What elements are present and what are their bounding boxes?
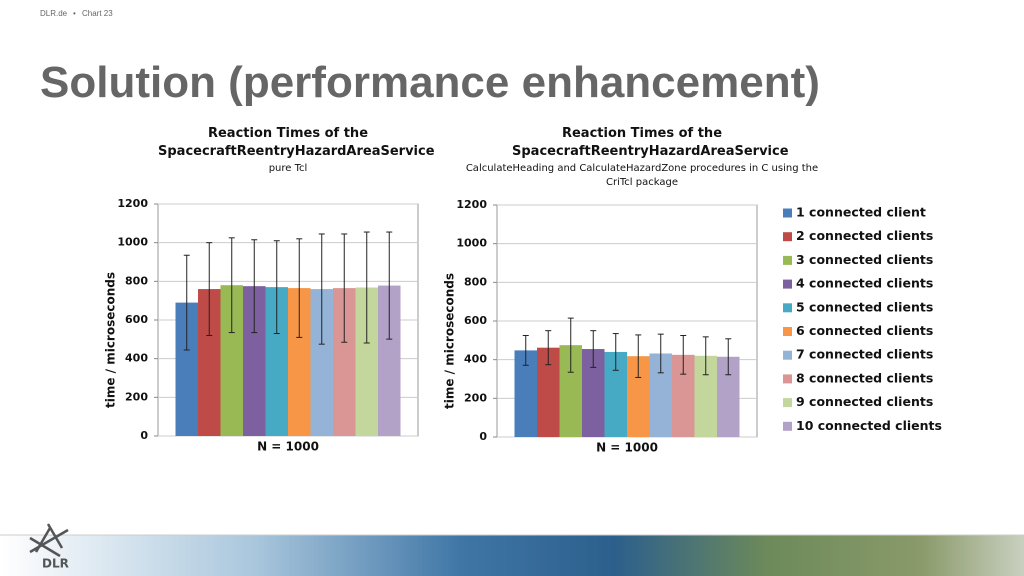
y-tick-label: 800 bbox=[125, 274, 148, 287]
legend-label: 8 connected clients bbox=[796, 370, 933, 385]
chart-subtitle: pure Tcl bbox=[268, 163, 308, 174]
x-axis-label: N = 1000 bbox=[596, 441, 658, 455]
bar bbox=[175, 302, 198, 436]
y-tick-label: 800 bbox=[464, 275, 487, 288]
legend-label: 4 connected clients bbox=[796, 276, 933, 291]
y-axis-label: time / microseconds bbox=[443, 273, 457, 409]
bar bbox=[265, 287, 288, 436]
y-tick-label: 600 bbox=[464, 314, 487, 327]
bar bbox=[672, 354, 695, 437]
bar bbox=[604, 351, 627, 437]
legend-label: 6 connected clients bbox=[796, 323, 933, 338]
bar bbox=[198, 289, 221, 436]
chart-title: Reaction Times of the SpacecraftReentryH… bbox=[512, 126, 789, 159]
bar bbox=[717, 356, 740, 437]
logo-text: DLR bbox=[42, 557, 69, 571]
legend-label: 1 connected client bbox=[796, 205, 926, 220]
y-tick-label: 200 bbox=[125, 390, 148, 403]
bar bbox=[220, 285, 243, 436]
header-sep: • bbox=[73, 9, 76, 18]
y-tick-label: 1000 bbox=[117, 236, 148, 249]
header-site: DLR.de bbox=[40, 9, 68, 18]
legend-label: 3 connected clients bbox=[796, 252, 933, 267]
chart-title: Reaction Times of the SpacecraftReentryH… bbox=[158, 126, 435, 159]
footer-band bbox=[0, 535, 1024, 576]
legend-label: 10 connected clients bbox=[796, 418, 942, 433]
legend-swatch bbox=[783, 350, 792, 360]
y-tick-label: 1200 bbox=[456, 198, 487, 211]
y-tick-label: 1000 bbox=[456, 237, 487, 250]
y-tick-label: 400 bbox=[125, 352, 148, 365]
y-axis-label: time / microseconds bbox=[104, 272, 118, 408]
bar bbox=[310, 289, 333, 436]
legend-label: 7 connected clients bbox=[796, 347, 933, 362]
bar bbox=[355, 287, 378, 436]
slide-title: Solution (performance enhancement) bbox=[40, 58, 820, 107]
y-tick-label: 600 bbox=[125, 313, 148, 326]
header-chart: Chart 23 bbox=[82, 9, 113, 18]
legend-swatch bbox=[783, 327, 792, 336]
bar bbox=[537, 347, 560, 437]
bar bbox=[333, 288, 356, 436]
y-tick-label: 0 bbox=[479, 430, 487, 443]
legend-swatch bbox=[783, 398, 792, 408]
y-tick-label: 400 bbox=[464, 353, 487, 366]
legend-swatch bbox=[783, 232, 792, 242]
legend-label: 2 connected clients bbox=[796, 228, 933, 243]
bar bbox=[378, 285, 401, 436]
bar bbox=[694, 355, 717, 437]
chart-subtitle: CalculateHeading and CalculateHazardZone… bbox=[465, 163, 819, 188]
legend-swatch bbox=[783, 279, 792, 289]
bar bbox=[582, 349, 605, 437]
bar bbox=[627, 356, 650, 437]
bar bbox=[514, 350, 537, 437]
legend-swatch bbox=[783, 421, 792, 431]
bar bbox=[649, 353, 672, 437]
bar bbox=[243, 286, 266, 436]
legend-swatch bbox=[783, 255, 792, 265]
legend-swatch bbox=[783, 374, 792, 384]
y-tick-label: 200 bbox=[464, 391, 487, 404]
bar bbox=[288, 288, 311, 436]
legend-swatch bbox=[783, 208, 792, 218]
legend-swatch bbox=[783, 303, 792, 313]
x-axis-label: N = 1000 bbox=[257, 440, 319, 454]
logo-mark bbox=[29, 523, 69, 558]
legend-label: 5 connected clients bbox=[796, 299, 933, 314]
y-tick-label: 0 bbox=[140, 429, 148, 442]
legend-label: 9 connected clients bbox=[796, 394, 933, 409]
y-tick-label: 1200 bbox=[117, 197, 148, 210]
bar bbox=[559, 345, 582, 437]
